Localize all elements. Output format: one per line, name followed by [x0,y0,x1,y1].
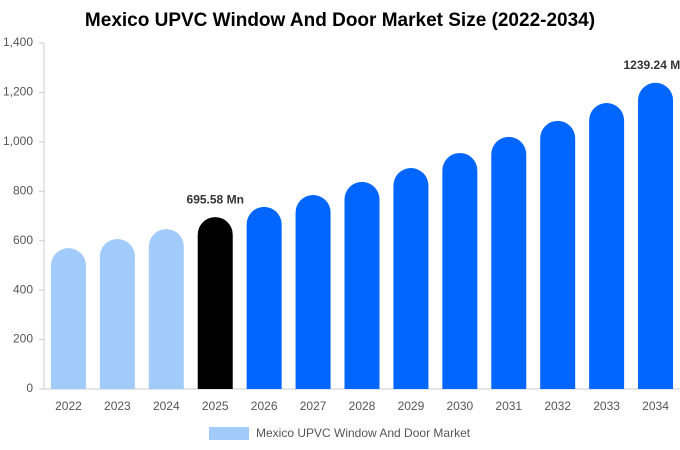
bar [344,181,380,389]
bar [540,120,576,389]
x-tick-label: 2029 [398,399,425,413]
x-tick-label: 2028 [349,399,376,413]
data-label: 695.58 Mn [187,192,244,206]
bar [197,217,233,389]
legend-swatch [209,427,249,440]
y-tick-label: 200 [13,332,33,346]
bar [99,238,135,389]
x-tick-label: 2030 [446,399,473,413]
x-tick-label: 2022 [55,399,82,413]
bar [393,168,429,389]
bar [442,152,478,389]
y-tick-label: 1,000 [3,134,33,148]
bar [491,136,527,389]
x-tick-label: 2023 [104,399,131,413]
bar [246,206,282,389]
chart-title: Mexico UPVC Window And Door Market Size … [85,10,595,31]
bar [50,248,86,389]
y-tick-label: 1,400 [3,35,33,49]
x-tick-label: 2034 [642,399,669,413]
bar [638,82,674,389]
bar [589,103,625,389]
y-tick-label: 1,200 [3,85,33,99]
y-tick-label: 0 [26,381,33,395]
bar [295,194,331,389]
data-label: 1239.24 Mn [624,58,680,72]
x-tick-label: 2032 [544,399,571,413]
y-tick-label: 400 [13,282,33,296]
x-tick-label: 2025 [202,399,229,413]
x-tick-label: 2024 [153,399,180,413]
y-tick-label: 800 [13,183,33,197]
bar [148,229,184,389]
x-tick-label: 2026 [251,399,278,413]
legend-label: Mexico UPVC Window And Door Market [256,426,471,440]
y-tick-label: 600 [13,233,33,247]
x-tick-label: 2027 [300,399,327,413]
x-tick-label: 2031 [495,399,522,413]
x-tick-label: 2033 [593,399,620,413]
